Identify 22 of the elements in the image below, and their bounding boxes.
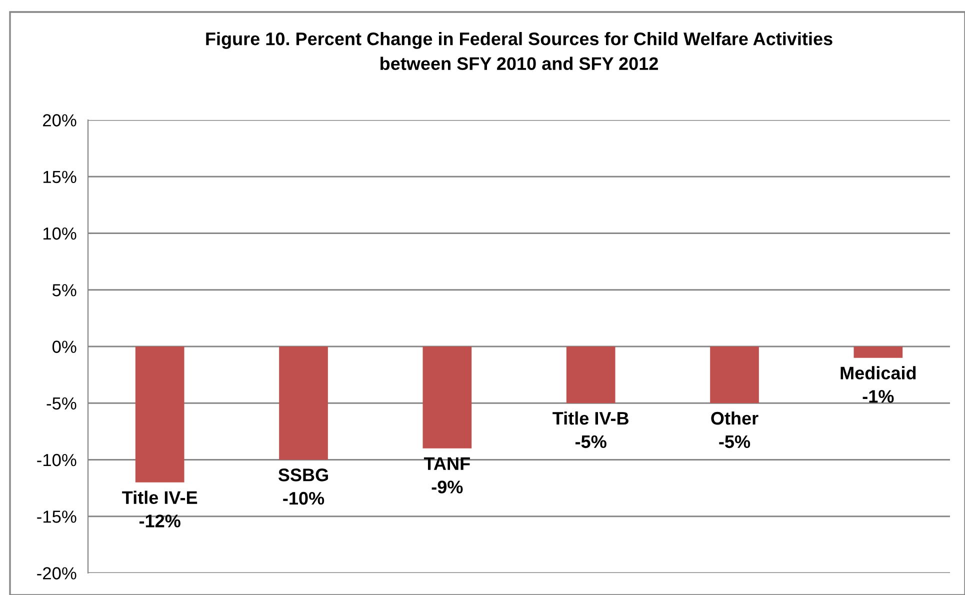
y-tick-label: 15% <box>43 170 76 184</box>
data-label: -1% <box>862 390 894 403</box>
chart-title: Figure 10. Percent Change in Federal Sources for Child Welfare Activities between SFY 2010 and SFY 2012 <box>206 32 832 70</box>
data-label: -10% <box>283 492 324 505</box>
x-tick-label: Title IV-B <box>552 411 628 425</box>
x-tick-label: TANF <box>424 457 470 470</box>
data-label: -12% <box>139 514 180 528</box>
x-tick-label: Title IV-E <box>122 490 198 504</box>
y-tick-label: 20% <box>43 114 76 126</box>
y-tick-label: -20% <box>37 567 76 580</box>
data-label: -9% <box>432 480 463 494</box>
data-label: -5% <box>575 435 606 448</box>
y-tick-label: 5% <box>52 284 76 296</box>
x-tick-label: SSBG <box>278 468 328 482</box>
y-tick-label: 10% <box>43 227 76 240</box>
x-tick-label: Other <box>711 411 758 425</box>
y-tick-label: -10% <box>37 454 76 466</box>
x-tick-label: Medicaid <box>840 366 916 380</box>
data-label: -5% <box>719 435 750 448</box>
y-tick-label: -15% <box>37 510 76 523</box>
y-tick-label: 0% <box>52 340 76 353</box>
y-tick-label: -5% <box>46 397 76 410</box>
